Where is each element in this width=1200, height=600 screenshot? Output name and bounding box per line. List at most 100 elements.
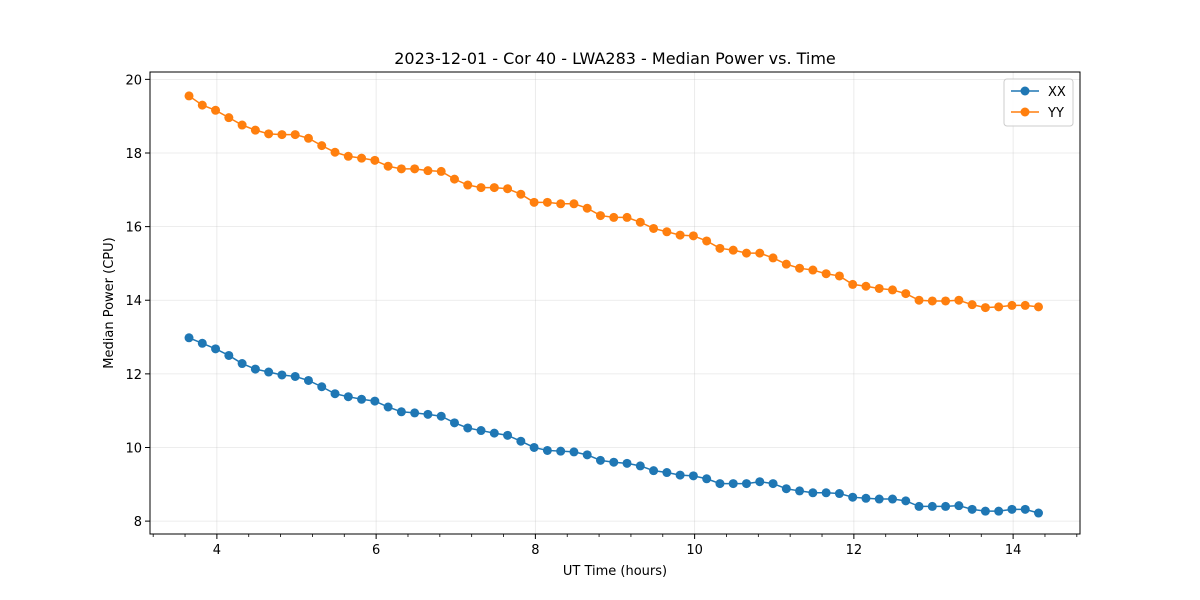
data-point	[463, 180, 473, 190]
data-point	[781, 259, 791, 269]
data-point	[449, 418, 459, 428]
x-tick-label: 14	[1005, 543, 1022, 558]
data-point	[264, 129, 274, 139]
data-point	[635, 217, 645, 227]
data-point	[1034, 508, 1043, 518]
data-point	[436, 166, 446, 176]
data-point	[184, 91, 194, 101]
data-point	[1020, 300, 1030, 310]
data-point	[317, 382, 327, 392]
data-point	[463, 423, 473, 433]
data-point	[609, 457, 619, 467]
data-point	[994, 302, 1004, 312]
data-point	[954, 501, 964, 511]
data-point	[317, 141, 327, 151]
data-point	[423, 166, 433, 176]
data-point	[821, 488, 831, 498]
data-point	[503, 184, 513, 194]
data-point	[728, 245, 738, 255]
data-point	[224, 350, 234, 360]
data-point	[290, 130, 300, 140]
series-yy	[184, 91, 1043, 313]
data-point	[834, 271, 844, 281]
data-point	[795, 263, 805, 273]
data-point	[1020, 504, 1030, 514]
data-point	[264, 367, 274, 377]
data-point	[1034, 302, 1043, 312]
data-point	[343, 392, 353, 402]
x-axis-label: UT Time (hours)	[563, 564, 667, 579]
data-point	[980, 303, 990, 313]
legend: XX YY	[1003, 78, 1074, 127]
data-point	[250, 364, 260, 374]
data-point	[888, 494, 897, 504]
data-point	[556, 446, 566, 456]
data-point	[343, 151, 353, 161]
data-point	[755, 477, 765, 487]
data-point	[954, 295, 964, 305]
y-tick-label: 18	[125, 147, 142, 162]
data-point	[489, 183, 499, 193]
data-point	[595, 455, 605, 465]
y-tick-label: 12	[125, 368, 142, 383]
series-xx	[184, 333, 1043, 518]
data-point	[197, 338, 207, 348]
data-point	[436, 411, 446, 421]
data-point	[184, 333, 194, 343]
data-point	[303, 375, 313, 385]
x-tick-label: 12	[846, 543, 863, 558]
data-point	[542, 445, 552, 455]
data-point	[662, 468, 672, 478]
data-point	[861, 281, 871, 291]
data-point	[967, 504, 977, 514]
data-point	[941, 296, 951, 306]
data-point	[277, 370, 287, 380]
data-point	[330, 389, 340, 399]
data-point	[370, 396, 380, 406]
x-tick-label: 6	[372, 543, 380, 558]
data-point	[861, 493, 871, 503]
data-point	[834, 489, 844, 499]
data-point	[821, 269, 831, 279]
data-point	[768, 253, 778, 263]
data-point	[635, 461, 645, 471]
data-point	[688, 231, 698, 241]
data-point	[383, 161, 393, 171]
data-point	[927, 296, 937, 306]
data-point	[516, 189, 526, 199]
data-point	[914, 501, 924, 511]
data-point	[768, 479, 778, 489]
data-point	[848, 492, 858, 502]
data-point	[529, 197, 539, 207]
data-point	[901, 496, 911, 506]
data-point	[808, 265, 818, 275]
data-point	[529, 442, 539, 452]
data-point	[649, 466, 659, 476]
data-point	[741, 479, 751, 489]
legend-label: YY	[1047, 106, 1064, 121]
data-point	[941, 501, 951, 511]
data-point	[396, 407, 406, 417]
x-tick-label: 10	[686, 543, 703, 558]
data-point	[383, 402, 393, 412]
y-axis-label: Median Power (CPU)	[102, 237, 117, 368]
data-point	[994, 506, 1004, 516]
data-point	[476, 426, 486, 436]
data-point	[595, 211, 605, 221]
data-point	[1007, 504, 1017, 514]
data-point	[556, 199, 566, 209]
data-point	[808, 488, 818, 498]
data-point	[848, 279, 858, 289]
legend-marker	[1020, 107, 1030, 117]
series-line-xx	[188, 337, 1039, 514]
data-point	[914, 295, 924, 305]
legend-marker	[1020, 86, 1030, 96]
y-tick-label: 8	[134, 515, 142, 530]
series-layer	[184, 91, 1043, 518]
data-point	[781, 484, 791, 494]
series-line-yy	[188, 95, 1039, 309]
data-point	[728, 479, 738, 489]
data-point	[569, 199, 579, 209]
y-tick-label: 10	[125, 441, 142, 456]
